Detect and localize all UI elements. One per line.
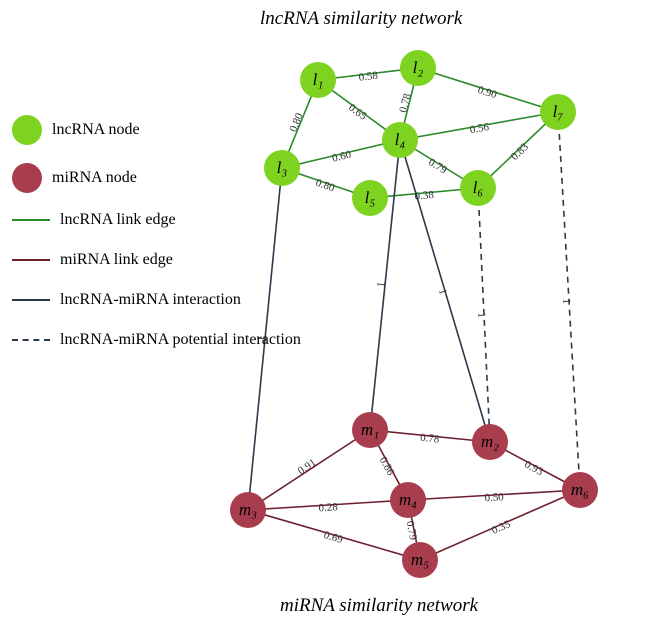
edge-weight-label: 0.28	[318, 501, 338, 514]
edge-weight-label: 0.93	[522, 459, 545, 479]
legend-line	[12, 259, 50, 261]
lncrna-node-label: l₇	[553, 102, 564, 121]
legend-swatch	[12, 115, 42, 145]
legend-line	[12, 299, 50, 301]
lncrna-node-label: l₆	[473, 178, 484, 197]
legend-label: lncRNA-miRNA interaction	[60, 291, 241, 309]
legend-item: lncRNA-miRNA interaction	[12, 291, 241, 309]
legend-item: lncRNA node	[12, 115, 140, 145]
legend-swatch	[12, 163, 42, 193]
edge-weight-label: 1	[475, 312, 487, 318]
edge-weight-label: 0.50	[484, 491, 504, 504]
mirna-node-label: m₁	[361, 420, 379, 439]
edge-weight-label: 0.83	[509, 141, 532, 163]
edge-weight-label: 0.69	[322, 529, 344, 546]
edge-weight-label: 0.91	[296, 457, 319, 478]
mirna-node-label: m₄	[399, 490, 417, 509]
edge-weight-label: 0.65	[346, 102, 369, 123]
legend-label: lncRNA node	[52, 121, 140, 139]
edge-weight-label: 0.78	[397, 92, 413, 114]
mirna-node-label: m₂	[481, 432, 499, 451]
edge-weight-label: 0.78	[420, 432, 441, 446]
edge-weight-label: 1	[560, 298, 572, 304]
lncrna-node-label: l₅	[365, 188, 376, 207]
mirna-node-label: m₃	[239, 500, 257, 519]
legend-item: lncRNA-miRNA potential interaction	[12, 331, 301, 349]
edge-weight-label: 0.80	[314, 177, 337, 195]
legend-label: miRNA link edge	[60, 251, 173, 269]
lncrna-node-label: l₂	[413, 58, 424, 77]
legend-label: lncRNA link edge	[60, 211, 176, 229]
legend-label: lncRNA-miRNA potential interaction	[60, 331, 301, 349]
mirna-node-label: m₅	[411, 550, 429, 569]
edge-weight-label: 0.79	[426, 156, 449, 177]
lncrna-node-label: l₁	[313, 70, 324, 89]
legend-label: miRNA node	[52, 169, 137, 187]
network-canvas: 0.580.900.800.650.780.600.800.380.790.56…	[0, 0, 653, 625]
legend-item: lncRNA link edge	[12, 211, 176, 229]
edge-weight-label: 0.58	[358, 70, 379, 84]
edge-weight-label: 0.56	[469, 121, 491, 136]
legend-item: miRNA node	[12, 163, 137, 193]
legend-line	[12, 339, 50, 341]
legend-line	[12, 219, 50, 221]
lncrna-node-label: l₃	[277, 158, 288, 177]
edge-weight-label: 0.79	[404, 520, 420, 542]
lncrna-node-label: l₄	[395, 130, 406, 149]
edge-weight-label: 0.90	[476, 84, 498, 101]
mirna-node-label: m₆	[571, 480, 589, 499]
legend-item: miRNA link edge	[12, 251, 173, 269]
edge-weight-label: 0.60	[331, 148, 353, 164]
